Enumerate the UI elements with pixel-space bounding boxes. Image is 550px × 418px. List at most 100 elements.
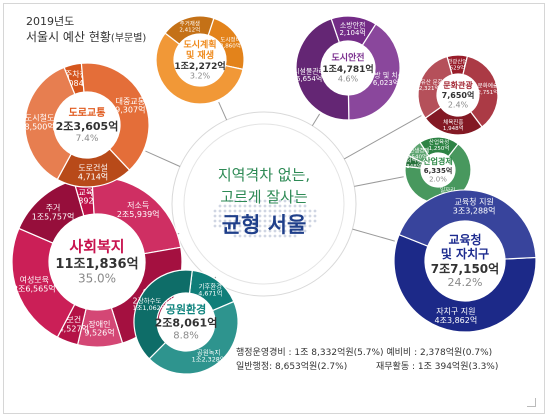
donut-share-safety: 4.6%	[338, 75, 359, 84]
donut-share-culture: 2.4%	[448, 101, 469, 110]
segment-park-1	[148, 300, 239, 375]
segment-education-1	[398, 189, 537, 260]
center-line-1: 지역격차 없는,	[218, 166, 310, 184]
segment-label-safety-1: 수방 및 치수 6,023억	[368, 70, 405, 87]
segment-label-urban-0: 도시정비 2,860억	[220, 36, 241, 50]
header-title-suffix: (부문별)	[110, 33, 147, 44]
segment-urban-1	[155, 32, 244, 105]
page-corner-mark	[527, 398, 536, 407]
segment-label-culture-0: 관광산업 629억	[447, 57, 467, 71]
figure-frame	[3, 3, 545, 414]
header-title: 서울시 예산 현황(부문별)	[26, 28, 146, 45]
connector-transport	[145, 150, 181, 167]
center-line-3: 균형 서울	[222, 213, 307, 237]
segment-label-culture-2: 체육진흥 1,948억	[443, 118, 464, 132]
segment-transport-3	[24, 66, 76, 181]
donut-hole-education	[426, 222, 504, 300]
donut-title-park: 공원환경	[166, 302, 206, 316]
segment-industry-1	[404, 143, 472, 204]
segment-label-safety-0: 소방안전 2,104억	[340, 20, 366, 37]
donut-share-transport: 7.4%	[76, 134, 99, 144]
segment-label-culture-1: 문화예술 2,751억	[477, 82, 498, 96]
outer-ring	[171, 111, 357, 297]
donut-share-park: 8.8%	[173, 331, 198, 342]
segment-label-social-5: 여성보육 2조6,565억	[13, 275, 56, 294]
center-message: 지역격차 없는, 고르게 잘사는 균형 서울	[218, 166, 310, 237]
footnote-line-2: 일반행정: 8,653억원(2.7%)	[236, 362, 348, 372]
segment-label-social-4: 보건 4,527억	[59, 315, 89, 334]
donut-title-industry: 산업경제	[423, 156, 452, 166]
donut-total-education: 7조7,150억	[431, 262, 499, 276]
donut-title-social: 사회복지	[69, 238, 124, 256]
segment-label-education-0: 자치구 지원 4조3,862억	[435, 307, 478, 325]
segment-industry-3	[407, 141, 430, 164]
donut-share-education: 24.2%	[448, 276, 483, 289]
segment-transport-1	[80, 62, 150, 172]
donut-total-industry: 6,335억	[424, 166, 453, 175]
connector-urban	[218, 101, 228, 121]
segment-education-0	[393, 233, 537, 333]
donut-hole-safety	[322, 42, 374, 94]
donut-total-park: 2조8,061억	[155, 317, 218, 330]
donut-title-education: 교육청 및 자치구	[441, 232, 489, 261]
segment-label-education-1: 교육청 지원 3조3,288억	[453, 198, 496, 216]
donut-total-transport: 2조3,605억	[56, 120, 119, 133]
segment-safety-1	[347, 23, 401, 121]
donut-total-social: 11조1,836억	[55, 257, 138, 272]
inner-ring	[183, 123, 345, 285]
connector-safety	[311, 113, 321, 126]
segment-label-park-1: 공원녹지 1조2,328억	[192, 347, 226, 363]
connector-culture	[343, 115, 422, 160]
segment-park-2	[133, 269, 193, 360]
donut-hole-social	[50, 215, 144, 309]
segment-label-transport-1: 대중교통 9,307억	[115, 97, 145, 115]
donut-total-urban: 1조2,272억	[174, 60, 225, 72]
connector-education	[352, 228, 395, 242]
segment-culture-1	[462, 55, 499, 128]
center-line-2: 고르게 잘사는	[220, 188, 308, 206]
donut-title-safety: 도시안전	[331, 52, 364, 64]
segment-label-urban-2: 주거재생 2,412억	[179, 19, 200, 33]
header-year: 2019년도	[26, 15, 75, 28]
central-decoration	[171, 111, 357, 297]
segment-culture-3	[417, 55, 453, 119]
segment-label-transport-3: 도시철도 8,500억	[24, 113, 54, 132]
donut-title-urban: 도시계획 및 재생	[183, 39, 216, 61]
segment-label-safety-2: 시설물관리 6,654억	[293, 66, 325, 83]
segment-label-social-0: 교육 3,892억	[71, 188, 101, 206]
connector-industry	[354, 176, 404, 187]
segment-label-park-0: 기후환경 4,671억	[198, 281, 222, 297]
donut-hole-park	[158, 294, 214, 350]
donut-title-transport: 도로교통	[69, 107, 106, 119]
segment-label-social-1: 저소득 2조5,939억	[117, 201, 160, 219]
donut-title-culture: 문화관광	[443, 80, 473, 90]
donut-total-safety: 1조4,781억	[322, 63, 373, 75]
segment-label-social-3: 장애인 9,526억	[84, 319, 114, 338]
segment-label-transport-2: 도로건설 4,714억	[78, 163, 108, 182]
segment-label-park-2: 상하수도 1조1,062억	[133, 296, 167, 312]
segment-label-culture-3: 역사유산 문화재 2,321억	[411, 78, 448, 92]
segment-label-social-6: 주거 1조5,757억	[32, 203, 75, 221]
segment-label-transport-0: 주차장 1,084억	[61, 69, 91, 88]
donut-share-social: 35.0%	[78, 271, 116, 285]
donut-share-industry: 2.0%	[429, 175, 447, 183]
donut-hole-industry	[422, 154, 454, 186]
segment-label-industry-0: 산업육성 1,250억	[429, 138, 450, 152]
segment-safety-2	[295, 18, 350, 121]
footnote-line-1: 행정운영경비 : 1조 8,332억원(5.7%) 예비비 : 2,378억원(…	[236, 348, 493, 358]
donut-share-urban: 3.2%	[190, 72, 211, 81]
donut-hole-transport	[55, 93, 119, 157]
seoul-map-dots	[213, 199, 317, 238]
donut-charts: 교육3,892억저소득2조5,939억어르신2조5,630억장애인9,526억보…	[11, 15, 537, 375]
donut-hole-urban	[175, 35, 225, 85]
segment-label-industry-3: 민생경제 540억	[409, 146, 429, 160]
segment-urban-2	[164, 15, 215, 45]
donut-total-culture: 7,650억	[442, 90, 475, 100]
